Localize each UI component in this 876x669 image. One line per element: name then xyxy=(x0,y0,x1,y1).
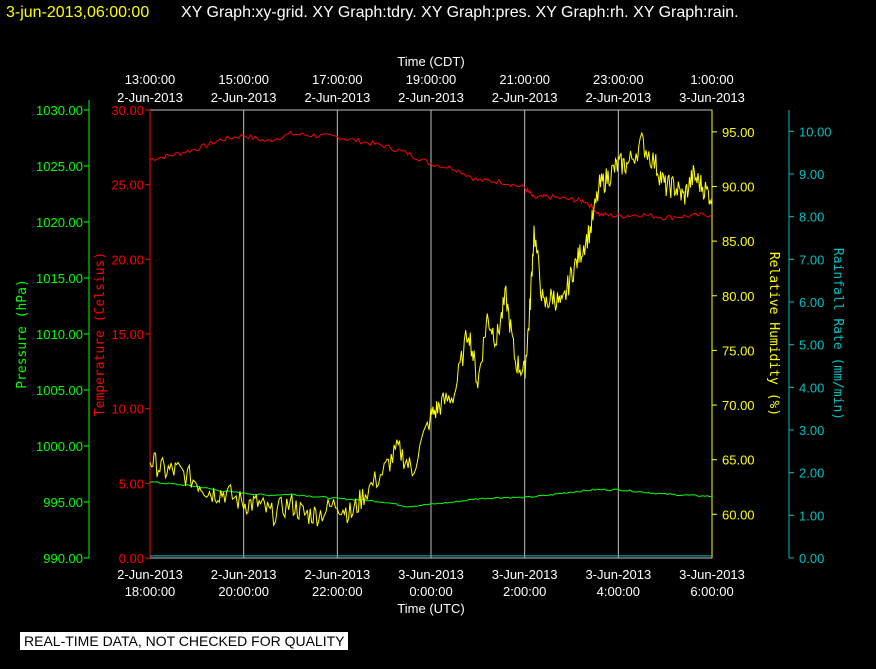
humidity-tick-label: 60.00 xyxy=(722,507,755,522)
x-bottom-tick-date: 2-Jun-2013 xyxy=(117,567,183,582)
pressure-tick-label: 990.00 xyxy=(43,551,83,566)
series-line-tdry xyxy=(149,130,713,221)
rainfall-tick-label: 9.00 xyxy=(799,167,824,182)
pressure-tick-label: 1030.00 xyxy=(36,103,83,118)
temperature-tick-label: 30.00 xyxy=(111,103,144,118)
humidity-tick-label: 85.00 xyxy=(722,234,755,249)
series-line-rh xyxy=(149,131,713,527)
x-bottom-tick-date: 2-Jun-2013 xyxy=(304,567,370,582)
x-top-tick-time: 17:00:00 xyxy=(312,72,363,87)
humidity-tick-label: 95.00 xyxy=(722,125,755,140)
pressure-tick-label: 1025.00 xyxy=(36,159,83,174)
series-layer xyxy=(149,130,713,557)
x-bottom-tick-time: 0:00:00 xyxy=(409,584,452,599)
temperature-tick-label: 25.00 xyxy=(111,178,144,193)
rainfall-tick-label: 7.00 xyxy=(799,252,824,267)
humidity-axis-title: Relative Humidity (%) xyxy=(766,252,781,416)
quality-disclaimer: REAL-TIME DATA, NOT CHECKED FOR QUALITY xyxy=(20,632,349,650)
rainfall-tick-label: 5.00 xyxy=(799,338,824,353)
x-bottom-tick-time: 18:00:00 xyxy=(125,584,176,599)
x-bottom-tick-time: 6:00:00 xyxy=(690,584,733,599)
x-bottom-tick-date: 2-Jun-2013 xyxy=(211,567,277,582)
x-top-tick-date: 2-Jun-2013 xyxy=(585,90,651,105)
x-bottom-tick-date: 3-Jun-2013 xyxy=(398,567,464,582)
pressure-axis-title: Pressure (hPa) xyxy=(15,279,30,389)
pressure-tick-label: 1010.00 xyxy=(36,327,83,342)
x-top-tick-time: 1:00:00 xyxy=(690,72,733,87)
temperature-tick-label: 5.00 xyxy=(119,476,144,491)
x-top-tick-date: 2-Jun-2013 xyxy=(211,90,277,105)
rainfall-tick-label: 10.00 xyxy=(799,124,832,139)
rainfall-tick-label: 2.00 xyxy=(799,466,824,481)
x-top-tick-date: 2-Jun-2013 xyxy=(117,90,183,105)
pressure-tick-label: 1000.00 xyxy=(36,439,83,454)
temperature-tick-label: 10.00 xyxy=(111,402,144,417)
temperature-tick-label: 15.00 xyxy=(111,327,144,342)
pressure-tick-label: 1005.00 xyxy=(36,383,83,398)
x-top-tick-date: 3-Jun-2013 xyxy=(679,90,745,105)
x-top-tick-time: 13:00:00 xyxy=(125,72,176,87)
x-top-tick-time: 15:00:00 xyxy=(218,72,269,87)
humidity-tick-label: 80.00 xyxy=(722,289,755,304)
axes-layer: 13:00:00 2-Jun-2013 2-Jun-2013 18:00:00 15:0… xyxy=(36,72,832,599)
temperature-axis-title: Temperature (Celsius) xyxy=(93,252,108,416)
pressure-tick-label: 995.00 xyxy=(43,495,83,510)
x-top-axis-title: Time (CDT) xyxy=(397,54,464,69)
rainfall-axis-title: Rainfall Rate (mm/min) xyxy=(830,248,845,420)
humidity-tick-label: 65.00 xyxy=(722,453,755,468)
x-bottom-tick-time: 4:00:00 xyxy=(597,584,640,599)
pressure-tick-label: 1015.00 xyxy=(36,271,83,286)
temperature-tick-label: 0.00 xyxy=(119,551,144,566)
x-top-tick-date: 2-Jun-2013 xyxy=(492,90,558,105)
rainfall-tick-label: 8.00 xyxy=(799,210,824,225)
x-bottom-tick-time: 20:00:00 xyxy=(218,584,269,599)
x-bottom-tick-date: 3-Jun-2013 xyxy=(492,567,558,582)
x-bottom-tick-time: 2:00:00 xyxy=(503,584,546,599)
header-datetime: 3-jun-2013,06:00:00 xyxy=(6,4,149,21)
x-top-tick-time: 19:00:00 xyxy=(406,72,457,87)
x-bottom-axis-title: Time (UTC) xyxy=(397,601,464,616)
humidity-tick-label: 75.00 xyxy=(722,343,755,358)
x-bottom-tick-date: 3-Jun-2013 xyxy=(679,567,745,582)
humidity-tick-label: 90.00 xyxy=(722,179,755,194)
x-top-tick-time: 23:00:00 xyxy=(593,72,644,87)
series-line-pres xyxy=(149,481,713,508)
humidity-tick-label: 70.00 xyxy=(722,398,755,413)
rainfall-tick-label: 0.00 xyxy=(799,551,824,566)
x-top-tick-time: 21:00:00 xyxy=(499,72,550,87)
header-graph-list: XY Graph:xy-grid. XY Graph:tdry. XY Grap… xyxy=(181,4,739,21)
rainfall-tick-label: 4.00 xyxy=(799,380,824,395)
x-bottom-tick-time: 22:00:00 xyxy=(312,584,363,599)
rainfall-tick-label: 1.00 xyxy=(799,508,824,523)
rainfall-tick-label: 3.00 xyxy=(799,423,824,438)
x-bottom-tick-date: 3-Jun-2013 xyxy=(585,567,651,582)
pressure-tick-label: 1020.00 xyxy=(36,215,83,230)
x-top-tick-date: 2-Jun-2013 xyxy=(304,90,370,105)
vertical-grid xyxy=(243,110,619,558)
rainfall-tick-label: 6.00 xyxy=(799,295,824,310)
temperature-tick-label: 20.00 xyxy=(111,252,144,267)
x-top-tick-date: 2-Jun-2013 xyxy=(398,90,464,105)
